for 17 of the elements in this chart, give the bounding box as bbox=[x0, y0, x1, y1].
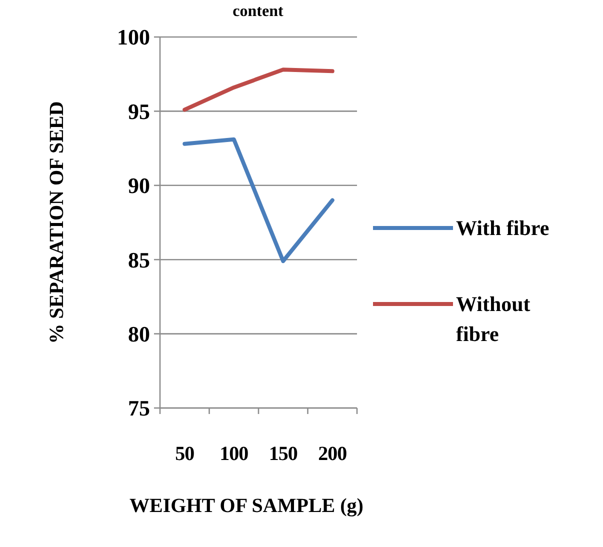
y-tick-label: 90 bbox=[128, 173, 150, 198]
x-tick-label: 50 bbox=[175, 443, 195, 465]
y-tick-label: 95 bbox=[128, 98, 150, 124]
y-tick-label: 85 bbox=[128, 247, 150, 272]
x-tick-label: 200 bbox=[318, 443, 348, 465]
x-axis-title: WEIGHT OF SAMPLE (g) bbox=[130, 495, 364, 517]
y-tick-label: 100 bbox=[117, 24, 150, 50]
legend-label: With fibre bbox=[456, 216, 550, 240]
x-tick-label: 150 bbox=[268, 443, 298, 465]
x-tick-label: 100 bbox=[220, 443, 249, 465]
line-series bbox=[182, 68, 334, 112]
y-tick-label: 80 bbox=[128, 322, 150, 346]
legend-label: Without fibre bbox=[456, 292, 530, 346]
chart-title: content bbox=[232, 3, 284, 20]
line-series bbox=[182, 137, 334, 264]
y-axis-title: % SEPARATION OF SEED bbox=[46, 101, 68, 344]
y-tick-label: 75 bbox=[128, 396, 150, 421]
